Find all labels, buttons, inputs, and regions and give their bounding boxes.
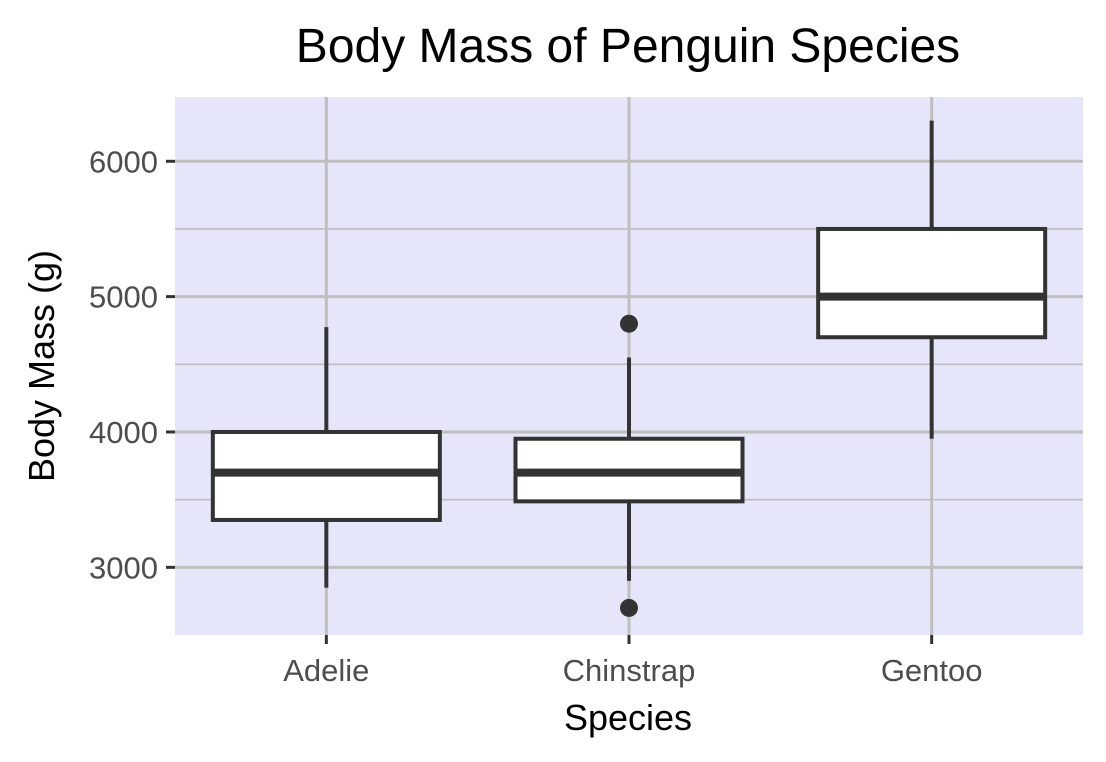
outlier-point [620, 314, 638, 333]
x-axis: Adelie Chinstrap Gentoo [283, 635, 983, 688]
x-tick-label: Adelie [283, 653, 369, 688]
y-tick-label: 3000 [89, 550, 158, 585]
chart-title: Body Mass of Penguin Species [296, 20, 960, 73]
y-tick-label: 4000 [89, 415, 158, 450]
box-gentoo [816, 120, 1048, 439]
box-series [210, 120, 1048, 617]
outlier-point [620, 598, 638, 617]
y-axis: 3000 4000 5000 6000 [89, 144, 175, 585]
box-iqr [816, 226, 1048, 340]
y-tick-label: 6000 [89, 144, 158, 179]
x-tick-label: Chinstrap [563, 653, 696, 688]
y-tick-label: 5000 [89, 280, 158, 315]
box-chinstrap [513, 314, 745, 617]
x-axis-title: Species [564, 697, 692, 738]
box-adelie [210, 327, 442, 588]
x-tick-label: Gentoo [881, 653, 983, 688]
y-axis-title: Body Mass (g) [21, 250, 62, 482]
